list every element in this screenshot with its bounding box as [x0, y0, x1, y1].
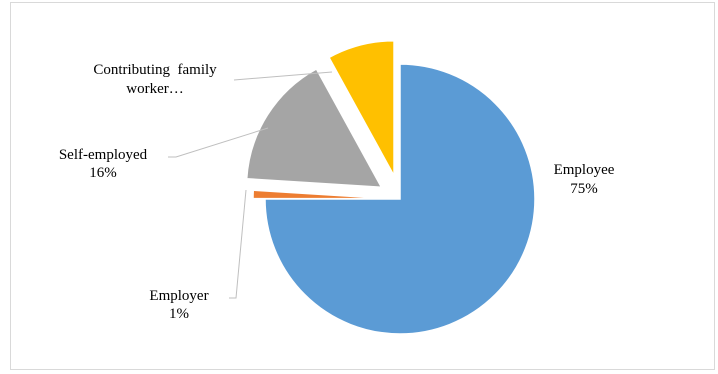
leader-self-employed: [168, 127, 269, 158]
label-family-worker-name: Contributing family: [93, 62, 217, 78]
label-self-employed-name: Self-employed: [59, 147, 148, 163]
slice-employer: [252, 189, 389, 200]
leader-family-worker: [233, 71, 333, 81]
label-employer-name: Employer: [149, 288, 208, 304]
label-family-worker-name-line2: worker…: [126, 81, 183, 97]
slice-family-worker: [327, 40, 395, 177]
leader-employer: [229, 189, 247, 299]
label-self-employed-value: 16%: [89, 165, 117, 181]
label-employer-value: 1%: [169, 306, 189, 322]
slice-employee: [264, 63, 536, 335]
label-employee-value: 75%: [570, 181, 598, 197]
label-employee-name: Employee: [554, 162, 615, 178]
